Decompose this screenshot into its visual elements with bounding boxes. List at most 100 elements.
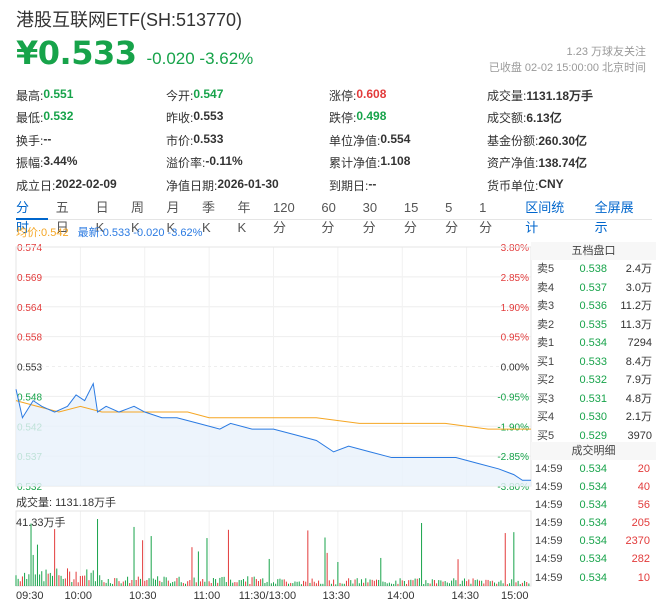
order-book-cell: 0.533 [579, 355, 607, 368]
tab-period[interactable]: 1分 [479, 199, 493, 235]
order-book-cell: 卖5 [537, 263, 555, 275]
pct-tick-label: -2.85% [497, 452, 529, 463]
order-book-row: 卖5 0.538 2.4万 [531, 260, 656, 279]
tab-period[interactable]: 15分 [403, 199, 419, 235]
stat-label: 跌停: [329, 111, 357, 126]
price-line [15, 381, 531, 481]
order-book-row: 买1 0.533 8.4万 [531, 353, 656, 372]
chart-action-link[interactable]: 全屏展示 [594, 199, 634, 235]
followers-count[interactable]: 1.23 万球友关注 [566, 46, 646, 58]
order-book-cell: 卖2 [537, 318, 555, 331]
stat-value: 6.13亿 [526, 111, 562, 126]
stat-cell: 净值日期: 2026-01-30 [166, 177, 329, 194]
time-tick-label: 10:30 [129, 590, 157, 602]
pct-tick-label: -3.80% [497, 482, 529, 493]
trade-cell: 0.534 [579, 481, 607, 494]
trade-row: 14:59 0.534 40 [531, 478, 656, 496]
stat-value: 1.108 [380, 154, 411, 169]
price-area [16, 383, 531, 486]
stat-cell: 换手: -- [16, 132, 166, 149]
order-book-cell: 0.534 [579, 337, 607, 349]
stat-value: 0.553 [193, 109, 224, 124]
order-book-cell: 0.536 [579, 300, 607, 312]
order-book-row: 卖2 0.535 11.3万 [531, 316, 656, 335]
order-book: 五档盘口 卖5 0.538 2.4万 卖4 0.537 3.0万 卖3 0.536 11.2万卖… [531, 242, 656, 445]
tab-period[interactable]: 60分 [321, 199, 336, 235]
y-tick-label: 0.548 [17, 392, 42, 403]
stat-cell: 跌停: 0.498 [329, 109, 487, 126]
time-axis: 09:30 10:00 10:30 11:00 11:30/13:00 13:30 14:0… [16, 590, 532, 604]
trade-cell: 205 [631, 517, 650, 530]
trade-cell: 14:59 [535, 481, 563, 494]
stat-row: 换手: -- 市价: 0.533 单位净值: 0.554 基金份额: 260.30亿 [16, 129, 656, 152]
trade-cell: 14:59 [535, 499, 563, 512]
chart-action-link[interactable]: 区间统计 [525, 199, 565, 235]
y-tick-label: 0.564 [17, 303, 42, 314]
follow-info: 1.23 万球友关注 已收盘 02-02 15:00:00 北京时间 [489, 44, 646, 76]
stat-value: 1131.18万手 [526, 88, 594, 103]
stat-label: 到期日: [329, 178, 369, 193]
trade-cell: 0.534 [579, 517, 607, 530]
y-tick-label: 0.558 [17, 333, 42, 344]
tab-period[interactable]: 30分 [362, 199, 378, 235]
stat-cell: 最高: 0.551 [16, 87, 166, 104]
y-tick-label: 0.532 [17, 482, 42, 493]
stat-value: 0.498 [356, 109, 387, 124]
order-book-cell: 11.3万 [620, 318, 652, 331]
stat-value: 2022-02-09 [55, 176, 117, 191]
intraday-chart[interactable]: 0.574 3.80% 0.569 2.85% 0.564 1.90% 0.558 0.95%… [0, 236, 656, 615]
order-book-cell: 2.4万 [625, 263, 652, 275]
stat-cell: 溢价率: -0.11% [166, 154, 329, 171]
tab-period[interactable]: 120分 [272, 199, 295, 235]
time-tick-label: 14:00 [387, 590, 415, 602]
trade-cell: 0.534 [579, 553, 607, 566]
order-book-cell: 0.535 [579, 318, 607, 331]
trade-row: 14:59 0.534 20 [531, 460, 656, 478]
trade-details: 成交明细 14:59 0.534 20 14:59 0.534 40 14:59 0.534 5… [531, 442, 656, 587]
stat-label: 市价: [166, 133, 194, 148]
stat-cell: 到期日: -- [329, 177, 487, 194]
tab-period[interactable]: 月K [166, 199, 180, 235]
tab-period[interactable]: 季K [202, 199, 216, 235]
trade-row: 14:59 0.534 56 [531, 496, 656, 514]
order-book-row: 买2 0.532 7.9万 [531, 371, 656, 390]
trade-cell: 0.534 [579, 571, 607, 584]
tab-period[interactable]: 年K [237, 199, 251, 235]
time-tick-label: 11:30/13:00 [238, 590, 297, 602]
time-tick-label: 10:00 [64, 590, 93, 602]
order-book-cell: 0.529 [579, 429, 607, 442]
order-book-cell: 买2 [537, 374, 555, 386]
stat-cell: 今开: 0.547 [166, 87, 329, 104]
stat-cell: 成交量: 1131.18万手 [487, 87, 647, 104]
order-book-row: 买3 0.531 4.8万 [531, 390, 656, 409]
stat-cell: 涨停: 0.608 [329, 87, 487, 104]
trade-cell: 0.534 [579, 535, 607, 548]
order-book-cell: 8.4万 [625, 355, 652, 368]
stat-value: 0.551 [43, 86, 74, 101]
stat-value: 0.533 [193, 131, 224, 146]
stat-value: 0.532 [43, 109, 74, 124]
trade-cell: 0.534 [579, 463, 607, 475]
stat-value: 0.554 [380, 131, 411, 146]
tab-period[interactable]: 分时 [16, 198, 48, 235]
stat-label: 涨停: [329, 88, 357, 103]
stat-row: 最高: 0.551 今开: 0.547 涨停: 0.608 成交量: 1131.18万手 [16, 84, 656, 107]
chart-period-tabs: 分时 五日 日K 周K 月K 季K 年K 120分 60分 30分 15分 5分 1分 区间统计 全屏展示 [16, 198, 652, 235]
stat-cell: 货币单位: CNY [487, 177, 647, 194]
trade-cell: 14:59 [535, 553, 563, 566]
tab-period[interactable]: 五日 [55, 199, 69, 235]
tab-period[interactable]: 日K [95, 199, 109, 235]
trade-cell: 2370 [625, 535, 650, 548]
stat-label: 溢价率: [166, 156, 206, 171]
order-book-cell: 3970 [627, 429, 652, 442]
y-tick-label: 0.574 [17, 243, 42, 254]
stat-cell: 昨收: 0.553 [166, 109, 329, 126]
pct-tick-label: -0.95% [497, 392, 529, 403]
pct-tick-label: 2.85% [501, 273, 529, 284]
stat-value: -0.11% [205, 154, 243, 169]
stat-label: 振幅: [16, 156, 44, 171]
tab-period[interactable]: 周K [131, 199, 145, 235]
trade-cell: 282 [631, 553, 650, 566]
time-tick-label: 11:00 [193, 590, 221, 602]
tab-period[interactable]: 5分 [445, 199, 459, 235]
